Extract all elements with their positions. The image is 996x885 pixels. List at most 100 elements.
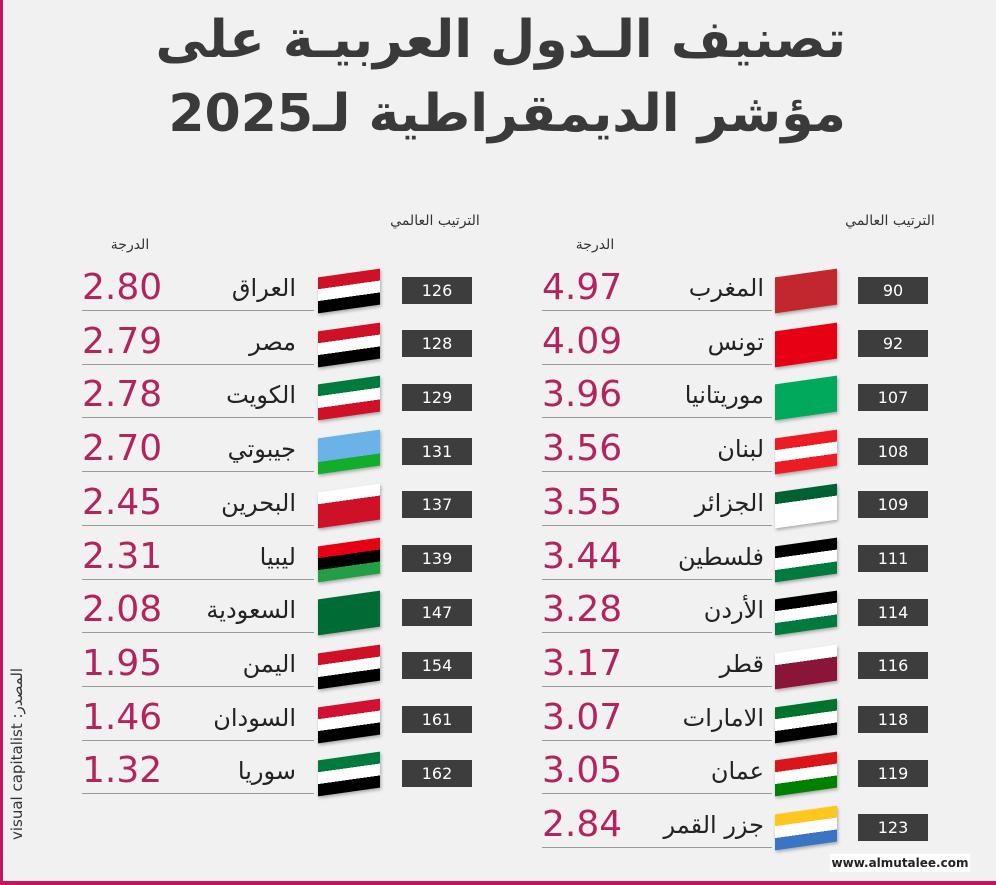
rank: 116	[858, 652, 928, 680]
flag	[775, 751, 837, 797]
rank: 137	[402, 491, 472, 519]
flag	[775, 268, 837, 314]
score: 1.32	[82, 750, 163, 792]
flag	[775, 698, 837, 743]
score: 2.79	[82, 320, 163, 362]
rank: 126	[402, 276, 472, 304]
country-name: تونس	[707, 327, 764, 356]
row-rule	[542, 847, 772, 848]
rank: 90	[858, 276, 928, 304]
rank-header: الترتيب العالمي	[845, 213, 935, 229]
row-rule	[542, 363, 772, 365]
score-header: الدرجة	[575, 237, 615, 253]
score: 4.97	[542, 267, 623, 308]
score: 3.28	[542, 589, 623, 631]
rank-header: الترتيب العالمي	[390, 213, 480, 229]
country-name: المغرب	[688, 274, 764, 302]
source: المصدر: visual capitalist	[8, 667, 26, 840]
row-rule	[542, 793, 772, 795]
flag	[318, 268, 380, 314]
score: 1.46	[82, 696, 163, 738]
score: 2.08	[82, 589, 163, 631]
rank: 147	[402, 598, 472, 626]
score: 3.44	[542, 535, 623, 577]
score: 2.78	[82, 374, 163, 416]
country-name: لبنان	[717, 435, 764, 464]
row-rule	[82, 524, 314, 526]
flag	[318, 751, 380, 797]
flag	[318, 429, 380, 475]
rank: 154	[402, 652, 472, 680]
website: www.almutalee.com	[830, 854, 970, 872]
row-rule	[542, 739, 772, 741]
flag	[775, 322, 837, 368]
score: 3.96	[542, 374, 623, 416]
row-rule	[82, 363, 314, 365]
score-header: الدرجة	[110, 237, 150, 253]
row-rule	[542, 632, 772, 634]
title: مؤشر الديمقراطية لـ2025	[168, 84, 846, 144]
rank: 161	[402, 706, 472, 734]
row-rule	[82, 310, 314, 311]
rank: 129	[402, 383, 472, 411]
flag	[775, 376, 837, 421]
rank: 128	[402, 330, 472, 358]
score: 4.09	[542, 320, 623, 362]
flag	[318, 322, 380, 368]
row-rule	[82, 578, 314, 580]
country-name: قطر	[719, 649, 764, 678]
score: 2.70	[82, 428, 163, 470]
row-rule	[542, 685, 772, 687]
row-rule	[542, 578, 772, 580]
country-name: مصر	[249, 327, 296, 356]
row-rule	[542, 417, 772, 419]
rank: 123	[858, 813, 928, 841]
score: 2.45	[82, 481, 163, 523]
country-name: السودان	[213, 703, 296, 732]
country-name: سوريا	[237, 757, 296, 786]
row-rule	[82, 685, 314, 687]
score: 2.84	[542, 804, 623, 845]
row-rule	[82, 471, 314, 473]
flag	[775, 537, 837, 582]
score: 3.05	[542, 750, 623, 792]
row-rule	[542, 524, 772, 526]
rank: 107	[858, 383, 928, 411]
flag	[775, 805, 837, 851]
rank: 131	[402, 437, 472, 465]
score: 2.80	[82, 267, 163, 308]
rank: 119	[858, 759, 928, 787]
country-name: اليمن	[242, 649, 296, 678]
country-name: السعودية	[206, 596, 296, 625]
country-name: موريتانيا	[684, 381, 764, 410]
rank: 92	[858, 330, 928, 358]
score: 3.56	[542, 428, 623, 470]
score: 3.17	[542, 642, 623, 684]
rank: 118	[858, 706, 928, 734]
border	[0, 881, 996, 885]
country-name: جيبوتي	[227, 435, 296, 464]
rank: 109	[858, 491, 928, 519]
title: تصنيف الـدول العربيـة على	[155, 10, 846, 70]
row-rule	[82, 739, 314, 741]
row-rule	[542, 310, 772, 311]
row-rule	[82, 417, 314, 419]
country-name: فلسطين	[677, 542, 764, 571]
row-rule	[82, 793, 314, 795]
score: 3.07	[542, 696, 623, 738]
flag	[775, 483, 837, 529]
country-name: جزر القمر	[663, 811, 764, 839]
rank: 114	[858, 598, 928, 626]
flag	[775, 644, 837, 690]
rank: 108	[858, 437, 928, 465]
score: 3.55	[542, 481, 623, 523]
score: 2.31	[82, 535, 163, 577]
rank: 139	[402, 545, 472, 572]
flag	[318, 376, 380, 421]
rank: 162	[402, 759, 472, 787]
border	[0, 0, 3, 885]
country-name: البحرين	[221, 488, 296, 517]
country-name: عمان	[710, 757, 764, 786]
row-rule	[82, 632, 314, 634]
